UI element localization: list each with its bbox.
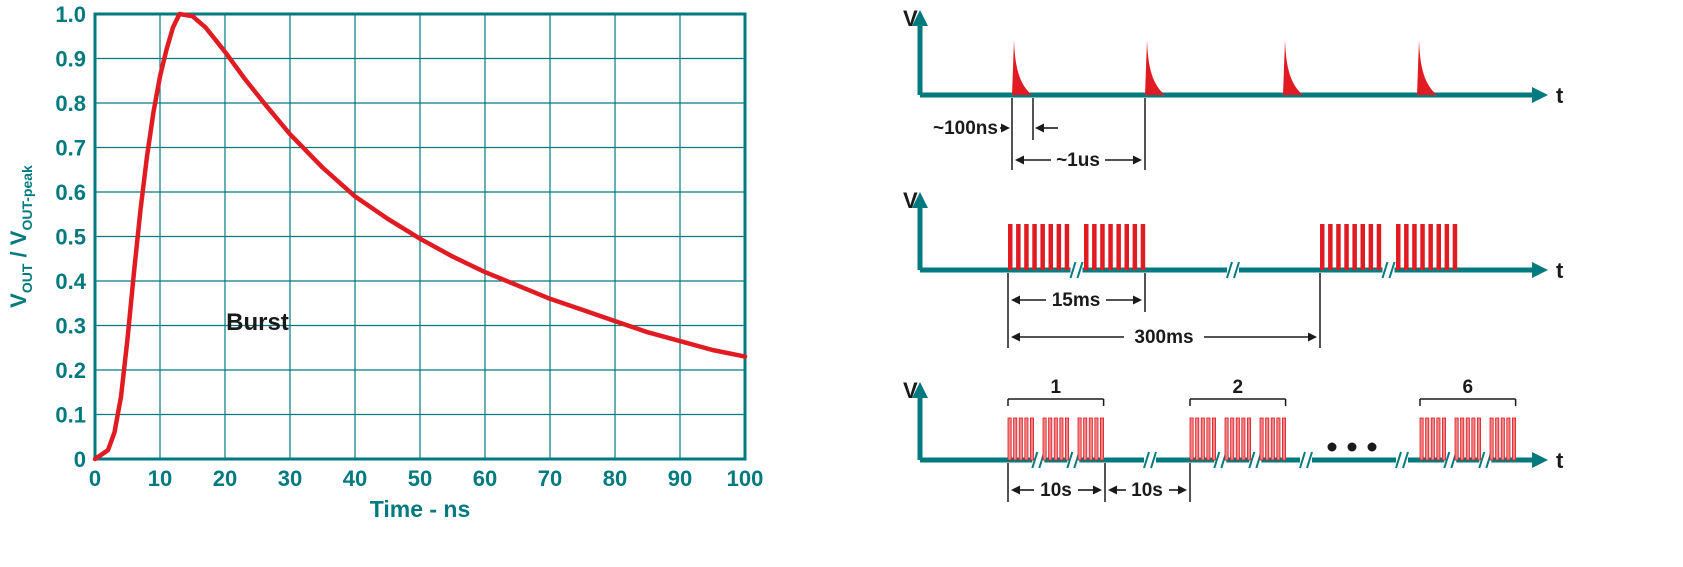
axis-break — [1381, 261, 1396, 279]
y-tick-label: 0 — [74, 447, 86, 472]
dimension-label: 300ms — [1134, 327, 1193, 348]
burst-group-number: 6 — [1463, 377, 1474, 398]
y-tick-label: 0.8 — [55, 91, 86, 116]
ellipsis-dot — [1347, 442, 1357, 452]
pulse-burst — [1008, 224, 1070, 270]
pulse-burst — [1320, 224, 1382, 270]
dimension-arrowhead — [1011, 485, 1020, 495]
ellipsis-dot — [1327, 442, 1337, 452]
dimension-arrowhead — [1001, 123, 1010, 133]
pulse-burst — [1084, 224, 1146, 270]
dimension-arrowhead — [1011, 295, 1020, 305]
t-axis-label: t — [1556, 83, 1564, 108]
dimension-arrowhead — [1035, 123, 1044, 133]
dimension-arrowhead — [1093, 485, 1102, 495]
dimension-arrowhead — [1015, 155, 1024, 165]
t-axis-label: t — [1556, 448, 1564, 473]
axis-break — [1299, 451, 1313, 469]
pulse-burst — [1454, 417, 1482, 461]
x-tick-label: 30 — [278, 466, 302, 491]
v-axis-label: V — [903, 188, 918, 213]
dimension-arrowhead — [1133, 155, 1142, 165]
dimension-label: ~100ns — [933, 118, 998, 139]
ellipsis-dot — [1367, 442, 1377, 452]
axis-break — [1069, 261, 1084, 279]
y-tick-label: 0.5 — [55, 225, 86, 250]
pulse-burst — [1224, 417, 1251, 461]
time-axis-arrowhead — [1532, 87, 1548, 103]
eft-pulse-spike — [1417, 40, 1437, 95]
x-tick-label: 60 — [473, 466, 497, 491]
x-tick-label: 80 — [603, 466, 627, 491]
dimension-arrowhead — [1011, 332, 1020, 342]
y-tick-label: 0.4 — [55, 269, 86, 294]
x-tick-label: 70 — [538, 466, 562, 491]
timing-diagrams: Vt ~100ns ~1us Vt 15ms 300ms Vt 1 2 6 10s 10s — [903, 6, 1564, 502]
x-tick-label: 10 — [148, 466, 172, 491]
dimension-arrowhead — [1178, 485, 1187, 495]
dimension-arrowhead — [1308, 332, 1317, 342]
t-axis-label: t — [1556, 258, 1564, 283]
axis-break — [1478, 451, 1493, 469]
pulse-burst — [1419, 417, 1447, 461]
dimension-arrowhead — [1133, 295, 1142, 305]
plot-border — [93, 12, 747, 461]
burst-group-number: 2 — [1233, 377, 1244, 398]
pulse-burst — [1042, 417, 1069, 461]
burst-annotation: Burst — [226, 309, 289, 336]
axis-break — [1143, 451, 1157, 469]
dimension-label: ~1us — [1056, 150, 1100, 171]
axis-break — [1226, 261, 1240, 279]
axis-break — [1066, 451, 1081, 469]
dimension-label: 15ms — [1052, 290, 1101, 311]
burst-group-number: 1 — [1051, 377, 1062, 398]
v-axis-label: V — [903, 378, 918, 403]
time-axis-arrowhead — [1532, 262, 1548, 278]
x-tick-label: 50 — [408, 466, 432, 491]
x-tick-label: 20 — [213, 466, 237, 491]
y-tick-label: 0.3 — [55, 314, 86, 339]
voltage-axis-arrowhead — [912, 10, 928, 26]
dimension-arrowhead — [1108, 485, 1117, 495]
x-axis-title: Time - ns — [370, 496, 471, 522]
pulse-burst — [1396, 224, 1458, 270]
eft-pulse-curve — [92, 11, 748, 462]
y-tick-label: 0.6 — [55, 180, 86, 205]
x-tick-label: 40 — [343, 466, 367, 491]
y-tick-label: 0.7 — [55, 136, 86, 161]
dimension-label: 10s — [1040, 480, 1072, 501]
axis-break — [1395, 451, 1409, 469]
pulse-burst — [1077, 417, 1104, 461]
x-tick-label: 90 — [668, 466, 692, 491]
y-tick-label: 1.0 — [55, 2, 86, 27]
axis-break — [1443, 451, 1458, 469]
y-tick-label: 0.9 — [55, 47, 86, 72]
y-tick-label: 0.2 — [55, 358, 86, 383]
v-axis-label: V — [903, 6, 918, 31]
axis-break — [1248, 451, 1263, 469]
time-axis-arrowhead — [1532, 452, 1548, 468]
eft-pulse-spike — [1012, 40, 1032, 95]
eft-pulse-spike — [1283, 40, 1303, 95]
pulse-burst — [1259, 417, 1286, 461]
x-tick-label: 0 — [89, 466, 101, 491]
pulse-shape-chart: 0 10 20 30 40 50 60 70 80 90 100 0 0.1 0.2 0.3 0.4 0.5 0.… — [6, 2, 764, 522]
axis-break — [1031, 451, 1046, 469]
y-tick-label: 0.1 — [55, 403, 86, 428]
eft-pulse-spike — [1145, 40, 1165, 95]
y-axis-title: VOUT / VOUT-peak — [6, 165, 35, 308]
pulse-burst — [1189, 417, 1216, 461]
axis-break — [1213, 451, 1228, 469]
voltage-axis-arrowhead — [912, 382, 928, 398]
pulse-burst — [1007, 417, 1034, 461]
voltage-axis-arrowhead — [912, 192, 928, 208]
pulse-burst — [1489, 417, 1517, 461]
x-tick-label: 100 — [727, 466, 764, 491]
dimension-label: 10s — [1131, 480, 1163, 501]
